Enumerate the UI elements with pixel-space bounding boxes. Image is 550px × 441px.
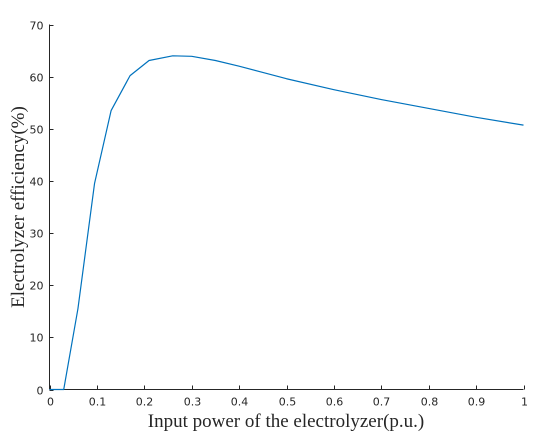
y-axis-ticks: 0 10 20 30 40 50 60 70 (30, 20, 54, 398)
y-tick-label: 20 (30, 280, 44, 293)
y-tick-label: 50 (30, 124, 44, 137)
y-tick-label: 40 (30, 176, 44, 189)
x-axis-label: Input power of the electrolyzer(p.u.) (148, 411, 424, 432)
x-tick-label: 0.3 (184, 396, 202, 409)
y-tick-label: 60 (30, 72, 44, 85)
series-line-0 (49, 55, 524, 391)
x-tick-label: 0.2 (136, 396, 154, 409)
x-tick-label: 0.7 (373, 396, 391, 409)
x-tick-label: 0.4 (231, 396, 249, 409)
x-tick-label: 0.9 (468, 396, 486, 409)
x-tick-label: 1 (521, 396, 528, 409)
x-tick-label: 0.8 (421, 396, 439, 409)
x-tick-label: 0 (47, 396, 54, 409)
x-tick-label: 0.6 (326, 396, 344, 409)
y-tick-label: 70 (30, 20, 44, 33)
x-tick-label: 0.5 (279, 396, 297, 409)
y-tick-label: 30 (30, 228, 44, 241)
y-tick-label: 0 (37, 385, 44, 398)
y-tick-label: 10 (30, 332, 44, 345)
series-group (49, 55, 524, 391)
x-tick-label: 0.1 (89, 396, 107, 409)
x-axis-ticks: 0 0.1 0.2 0.3 0.4 0.5 0.6 0.7 0.8 0.9 1 (47, 385, 528, 409)
y-axis-label: Electrolyzer efficiency(%) (8, 106, 29, 308)
plot-area: 0 0.1 0.2 0.3 0.4 0.5 0.6 0.7 0.8 0.9 1 0 10 20 30 40 5… (30, 20, 529, 409)
